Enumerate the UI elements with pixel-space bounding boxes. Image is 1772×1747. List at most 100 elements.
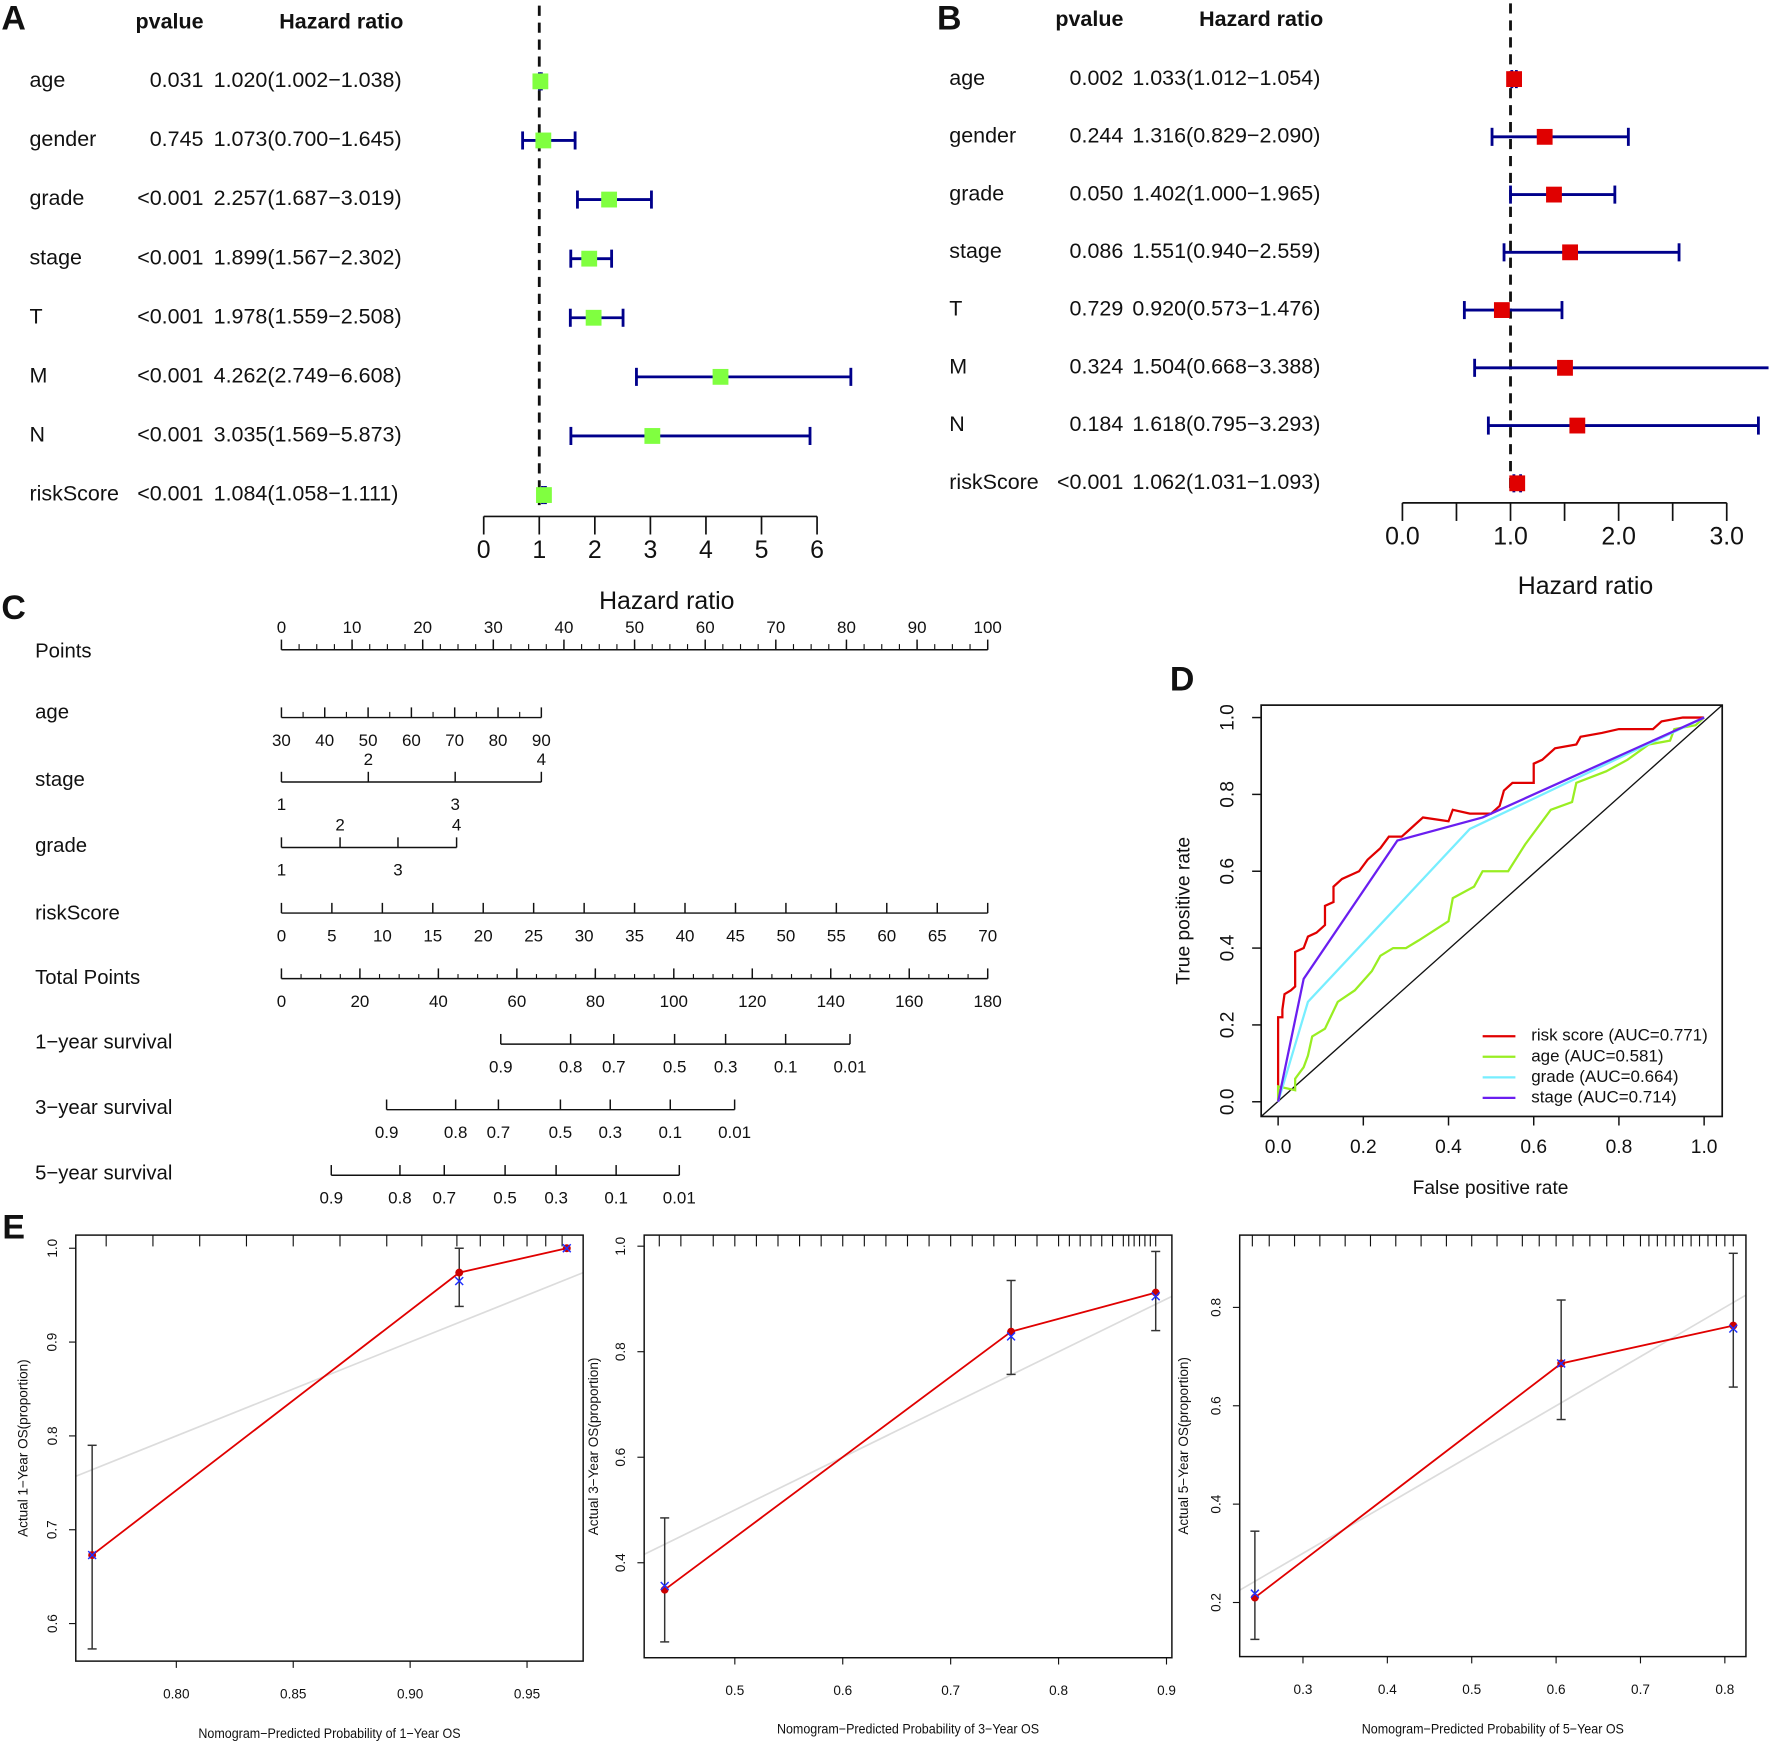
row-label: T xyxy=(949,297,962,321)
hr-marker xyxy=(1557,359,1573,376)
row-label: M xyxy=(949,354,967,378)
nomogram-row-label: stage xyxy=(35,769,85,791)
p-value: 0.050 xyxy=(1070,181,1124,205)
y-tick-label: 0.7 xyxy=(45,1520,60,1539)
x-tick-label: 0.6 xyxy=(833,1683,852,1698)
hr-marker xyxy=(581,250,598,267)
x-tick-label: 0.85 xyxy=(280,1687,306,1702)
pvalue-header: pvalue xyxy=(1055,7,1123,31)
x-tick-label: 2 xyxy=(588,536,602,564)
x-axis-label: Nomogram−Predicted Probability of 5−Year… xyxy=(1362,1722,1624,1737)
y-tick-label: 0.2 xyxy=(1209,1593,1224,1612)
hazard-ratio-text: 1.073(0.700−1.645) xyxy=(214,127,402,151)
hr-marker xyxy=(1562,244,1578,261)
nomogram-tick-label: 60 xyxy=(696,618,715,637)
ideal-line xyxy=(644,1295,1172,1556)
bias-corrected-x xyxy=(1250,1589,1260,1599)
hr-marker xyxy=(535,132,552,149)
nomogram-tick-label: 20 xyxy=(413,618,432,637)
y-tick-label: 0.4 xyxy=(613,1553,628,1572)
x-tick-label: 0.95 xyxy=(514,1687,540,1702)
nomogram-tick-label: 45 xyxy=(726,926,745,945)
row-label: age xyxy=(949,66,985,90)
nomogram-tick-label: 0.3 xyxy=(598,1123,622,1142)
nomogram-tick-label: 30 xyxy=(484,618,503,637)
nomogram-row-label: Points xyxy=(35,640,91,662)
x-tick-label: 5 xyxy=(755,536,769,564)
hr-marker xyxy=(712,368,729,385)
hr-marker xyxy=(1506,71,1522,88)
hazard-ratio-text: 1.504(0.668−3.388) xyxy=(1132,354,1320,378)
nomogram-tick-label: 0.7 xyxy=(487,1123,511,1142)
p-value: 0.002 xyxy=(1070,66,1124,90)
x-tick-label: 0.90 xyxy=(397,1687,423,1702)
panel-label: B xyxy=(937,0,961,37)
panel-label: D xyxy=(1170,660,1194,698)
p-value: <0.001 xyxy=(137,245,203,269)
nomogram-tick-label: 65 xyxy=(928,926,947,945)
p-value: 0.745 xyxy=(150,127,204,151)
p-value: 0.086 xyxy=(1070,239,1124,263)
nomogram-tick-label: 70 xyxy=(978,926,997,945)
y-tick-label: 1.0 xyxy=(1217,704,1238,731)
plot-frame xyxy=(1238,1234,1747,1658)
x-tick-label: 3 xyxy=(643,536,657,564)
legend-label: risk score (AUC=0.771) xyxy=(1531,1026,1707,1045)
x-tick-label: 1.0 xyxy=(1493,522,1528,550)
x-tick-label: 0.3 xyxy=(1294,1682,1313,1697)
x-tick-label: 1 xyxy=(532,536,546,564)
roc-curve-3 xyxy=(1277,716,1705,1102)
row-label: grade xyxy=(29,186,84,210)
row-label: gender xyxy=(29,127,96,151)
ideal-line xyxy=(75,1271,584,1478)
x-tick-label: 0.4 xyxy=(1435,1137,1462,1158)
x-tick-label: 0.5 xyxy=(1462,1682,1481,1697)
nomogram-tick-label: 160 xyxy=(895,992,923,1011)
row-label: riskScore xyxy=(29,482,118,506)
hazard-ratio-text: 1.062(1.031−1.093) xyxy=(1132,470,1320,494)
hr-marker xyxy=(1493,302,1510,318)
x-axis-label: Hazard ratio xyxy=(599,587,734,615)
x-tick-label: 0.8 xyxy=(1606,1137,1633,1158)
nomogram-tick-label: 180 xyxy=(974,992,1002,1011)
row-label: riskScore xyxy=(949,470,1038,494)
nomogram-tick-label: 0.5 xyxy=(493,1188,517,1207)
row-label: stage xyxy=(949,239,1002,263)
nomogram-tick-label: 0 xyxy=(277,992,286,1011)
diagonal-reference xyxy=(1260,704,1723,1117)
nomogram-tick-label: 0.01 xyxy=(718,1123,751,1142)
nomogram-tick-label: 15 xyxy=(423,926,442,945)
p-value: 0.184 xyxy=(1070,412,1124,436)
nomogram-tick-label: 20 xyxy=(474,926,493,945)
bias-corrected-x xyxy=(1556,1358,1566,1368)
y-tick-label: 1.0 xyxy=(45,1239,60,1258)
nomogram-tick-label: 40 xyxy=(429,992,448,1011)
y-tick-label: 0.6 xyxy=(613,1448,628,1467)
row-label: grade xyxy=(949,181,1004,205)
panel-label: A xyxy=(1,0,25,37)
nomogram-tick-label: 0.3 xyxy=(544,1188,568,1207)
nomogram-tick-label: 40 xyxy=(676,926,695,945)
p-value: <0.001 xyxy=(137,364,203,388)
y-axis-label: Actual 1−Year OS(proportion) xyxy=(15,1359,30,1537)
hr-marker xyxy=(1546,186,1562,203)
p-value: <0.001 xyxy=(137,304,203,328)
p-value: 0.244 xyxy=(1070,124,1124,148)
roc-curve-0 xyxy=(1276,716,1705,1102)
x-tick-label: 6 xyxy=(810,536,824,564)
x-axis-label: Nomogram−Predicted Probability of 1−Year… xyxy=(198,1726,460,1741)
hr-marker xyxy=(1509,475,1526,492)
hazard-ratio-header: Hazard ratio xyxy=(1199,7,1323,31)
nomogram-tick-label: 0.5 xyxy=(549,1123,573,1142)
hazard-ratio-text: 1.978(1.559−2.508) xyxy=(214,304,402,328)
bias-corrected-x xyxy=(562,1243,572,1253)
roc-curve-1 xyxy=(1276,716,1705,1102)
nomogram-tick-label: 60 xyxy=(877,926,896,945)
bias-corrected-x xyxy=(660,1581,670,1591)
nomogram-tick-label: 0.01 xyxy=(833,1057,866,1076)
nomogram-tick-label: 0.1 xyxy=(604,1188,628,1207)
x-axis-label: False positive rate xyxy=(1413,1178,1569,1199)
observed-point xyxy=(1250,1593,1259,1602)
hazard-ratio-text: 2.257(1.687−3.019) xyxy=(214,186,402,210)
x-tick-label: 4 xyxy=(699,536,713,564)
